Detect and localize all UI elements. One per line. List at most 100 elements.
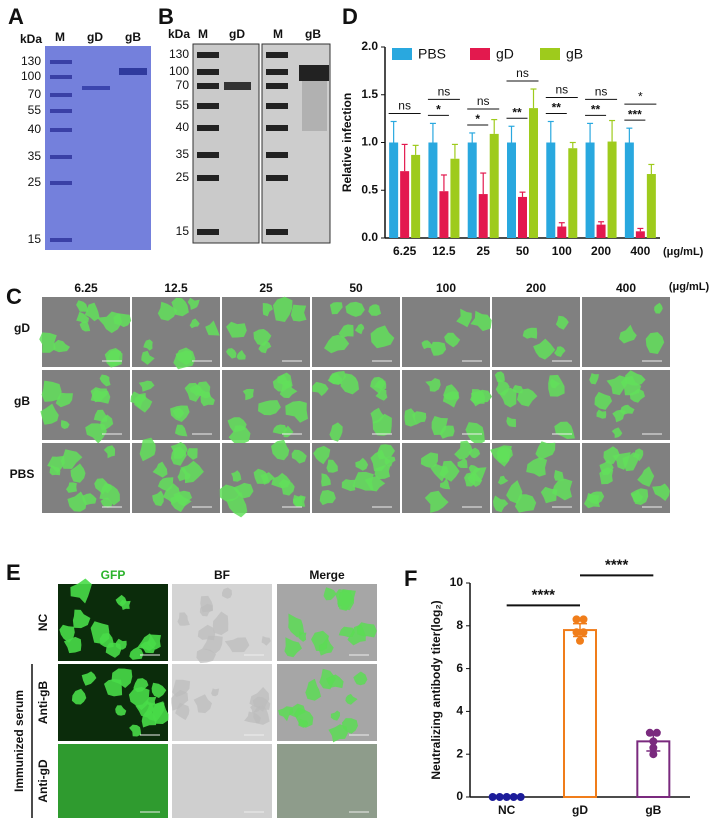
group-label: Immunized serum	[12, 690, 26, 792]
row-label: PBS	[10, 467, 35, 481]
bar	[557, 226, 567, 238]
cell-blob	[554, 346, 566, 357]
cell-blob	[425, 378, 441, 392]
cell-blob	[104, 348, 122, 367]
cell-blob	[439, 425, 455, 439]
cell-blob	[226, 492, 248, 518]
marker-label: 100	[21, 69, 41, 83]
legend-label: gB	[566, 46, 583, 62]
micrograph	[402, 297, 490, 367]
lane-label: gD	[229, 27, 245, 41]
cell-blob	[294, 707, 314, 728]
lane-label: gD	[87, 30, 103, 44]
cell-blob	[278, 706, 294, 722]
cell-blob	[129, 647, 144, 660]
cell-blob	[291, 449, 307, 464]
unit-label: (μg/mL)	[669, 281, 710, 293]
cell-blob	[354, 323, 365, 335]
cell-blob	[535, 441, 556, 461]
data-point	[579, 615, 588, 624]
marker-band	[197, 52, 219, 58]
bar	[646, 174, 656, 238]
cell-blob	[85, 423, 107, 444]
cell-blob	[79, 320, 91, 332]
legend-swatch	[540, 48, 560, 60]
cell-blob	[41, 380, 62, 402]
cell-blob	[177, 612, 190, 626]
cell-blob	[589, 373, 599, 385]
cell-blob	[172, 407, 185, 419]
marker-band	[197, 229, 219, 235]
marker-band	[266, 69, 288, 75]
bar	[624, 142, 634, 238]
significance-label: ****	[532, 586, 556, 603]
y-tick-label: 2	[456, 746, 463, 760]
panel-label: D	[342, 4, 358, 29]
cell-blob	[63, 636, 82, 654]
cell-blob	[454, 440, 473, 460]
cell-blob	[377, 444, 395, 460]
smear	[302, 81, 327, 131]
x-tick-label: 50	[516, 244, 530, 258]
cell-blob	[157, 301, 178, 321]
lane-label: M	[273, 27, 283, 41]
bar	[596, 224, 606, 238]
bar	[467, 142, 477, 238]
cell-blob	[327, 371, 346, 385]
cell-blob	[548, 374, 565, 397]
cell-blob	[645, 332, 665, 354]
cell-blob	[143, 339, 153, 351]
y-axis-label: Relative infection	[340, 93, 354, 192]
cell-blob	[187, 297, 200, 310]
bar	[546, 142, 556, 238]
y-axis-label: Neutralizing antibody titer(log₂)	[429, 600, 443, 779]
cell-blob	[370, 325, 395, 349]
column-label: GFP	[101, 568, 126, 582]
data-point	[572, 628, 581, 637]
x-tick-label: NC	[498, 803, 516, 817]
cell-blob	[272, 374, 291, 392]
cell-blob	[170, 494, 192, 513]
marker-band	[197, 152, 219, 158]
bar	[585, 142, 595, 238]
cell-blob	[211, 688, 220, 697]
lane-label: gB	[305, 27, 321, 41]
cell-blob	[193, 694, 212, 714]
cell-blob	[81, 671, 97, 686]
x-tick-label: 400	[630, 244, 650, 258]
x-tick-label: gD	[572, 803, 588, 817]
bar	[518, 196, 527, 238]
cell-blob	[439, 478, 451, 490]
cell-blob	[242, 388, 254, 401]
data-point	[649, 743, 658, 752]
marker-band	[50, 128, 72, 132]
cell-blob	[137, 633, 157, 651]
cell-blob	[555, 315, 569, 330]
bar	[478, 194, 488, 238]
cell-blob	[76, 311, 89, 324]
bar	[439, 191, 449, 238]
bar	[507, 142, 516, 238]
data-point	[516, 793, 525, 801]
cell-blob	[226, 348, 237, 359]
marker-band	[197, 125, 219, 131]
cell-blob	[325, 674, 344, 689]
significance-label: **	[512, 105, 522, 119]
cell-blob	[288, 613, 305, 638]
marker-band	[50, 75, 72, 79]
significance-label: ns	[438, 85, 451, 99]
cell-blob	[205, 320, 220, 336]
cell-blob	[196, 648, 216, 664]
protein-band	[82, 86, 110, 90]
marker-label: 15	[28, 232, 42, 246]
cell-blob	[522, 327, 538, 339]
cell-blob	[594, 391, 613, 410]
cell-blob	[157, 477, 174, 492]
cell-blob	[39, 332, 57, 353]
cell-blob	[490, 445, 512, 467]
marker-label: 70	[28, 87, 42, 101]
marker-band	[266, 229, 288, 235]
marker-band	[266, 175, 288, 181]
cell-blob	[284, 637, 302, 658]
